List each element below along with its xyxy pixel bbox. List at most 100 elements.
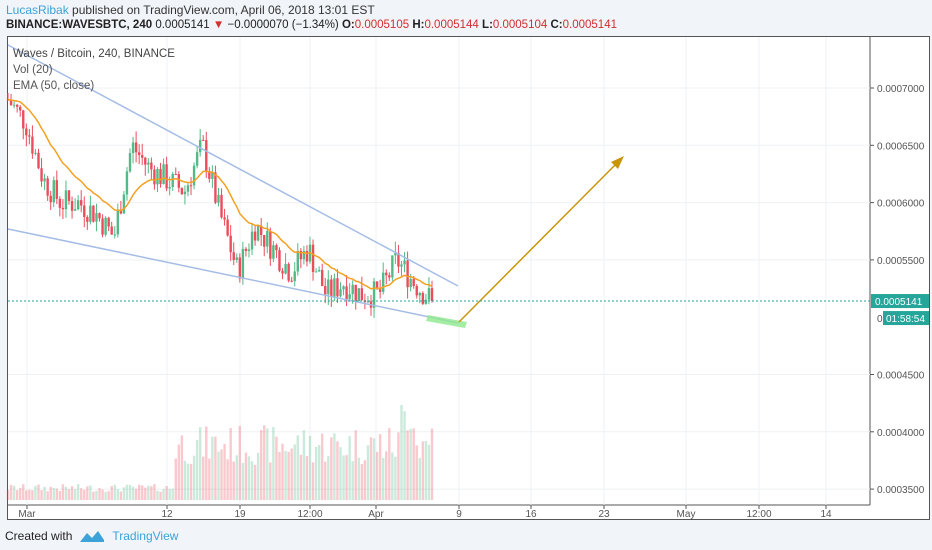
candle-body [324,286,327,295]
volume-bar [244,452,248,500]
x-tick-label: 12 [161,509,173,520]
volume-bar [104,491,107,500]
candle-body [125,171,129,195]
volume-bar [348,436,351,500]
candle-body [128,153,132,172]
candle-body [412,278,415,286]
volume-bar [98,488,101,500]
arrow-head-icon [611,156,624,169]
volume-bar [89,485,92,500]
candle-body [31,136,34,154]
candle-body [180,187,184,195]
candle-body [52,180,55,203]
candle-body [171,173,174,187]
candle-body [55,180,59,199]
candle-body [153,169,156,185]
volume-bar [421,441,425,500]
candle-body [73,209,77,211]
volume-bar [366,445,370,500]
candle-body [281,270,284,274]
volume-bar [119,491,123,500]
volume-bar [31,490,34,500]
volume-bar [76,484,80,500]
x-tick-label: May [677,509,696,520]
countdown-badge [883,311,929,326]
volume-bar [266,428,269,500]
candle-body [394,252,397,256]
candle-body [381,272,385,292]
volume-bar [25,490,28,500]
candle-body [263,235,266,247]
volume-bar [205,426,208,500]
candle-body [226,219,229,236]
volume-bar [19,488,22,500]
symbol-info: BINANCE:WAVESBTC, 240 0.0005141 ▼ −0.000… [6,19,617,31]
chart-legend: Waves / Bitcoin, 240, BINANCE Vol (20) E… [13,46,175,94]
volume-bar [360,464,364,500]
candle-body [275,245,278,251]
volume-bar [320,433,324,500]
candle-body [253,231,257,241]
candle-body [168,186,171,189]
chart-frame[interactable] [7,36,930,520]
y-tick-label: 0.0004000 [877,428,925,439]
volume-bar [235,455,238,500]
volume-bar [253,464,257,500]
open: 0.0005105 [354,19,410,31]
volume-bar [171,488,174,500]
candle-body [116,210,120,235]
tradingview-link[interactable]: TradingView [112,529,179,543]
candle-body [415,285,418,296]
candle-body [342,286,345,290]
candle-body [223,217,226,220]
candle-body [299,250,303,260]
ema-line [7,98,433,290]
volume-bar [403,411,406,500]
volume-bar [372,438,376,500]
candle-body [43,178,46,182]
volume-bar [357,457,360,500]
volume-bar [229,428,232,500]
author-link[interactable]: LucasRibak [6,3,69,17]
candle-body [156,168,159,185]
candle-body [320,270,324,287]
x-tick-label: 9 [456,509,462,520]
candle-body [424,299,428,304]
volume-bar [125,484,129,500]
y-tick-label: 0.0004500 [877,371,925,382]
candle-body [131,142,135,154]
volume-bar [95,490,98,500]
volume-bar [296,435,299,500]
volume-bar [226,459,229,500]
volume-bar [43,486,46,500]
volume-bar [354,430,357,500]
volume-bar [156,490,159,500]
volume-bar [52,488,55,500]
candle-body [296,250,299,272]
candle-body [284,263,287,274]
candle-body [104,217,107,235]
x-tick-label: Mar [18,509,36,520]
y-tick-label: 0 [877,314,883,325]
candle-body [333,278,336,297]
candle-body [205,140,208,172]
symbol: BINANCE:WAVESBTC, 240 [6,19,153,31]
candle-body [403,260,406,265]
volume-bar [83,489,86,500]
y-tick-label: 0.0005500 [877,256,925,267]
volume-bar [153,484,156,500]
volume-bar [195,439,199,500]
volume-bar [278,451,281,500]
candle-body [409,278,412,288]
footer: Created with TradingView [5,528,178,544]
volume-bar [28,489,31,500]
volume-bar [55,488,59,500]
candle-body [366,301,370,303]
candle-body [12,104,16,106]
candle-body [37,152,40,169]
candle-body [64,190,68,210]
volume-bar [424,440,428,500]
candle-body [49,195,52,203]
candle-body [25,128,28,136]
